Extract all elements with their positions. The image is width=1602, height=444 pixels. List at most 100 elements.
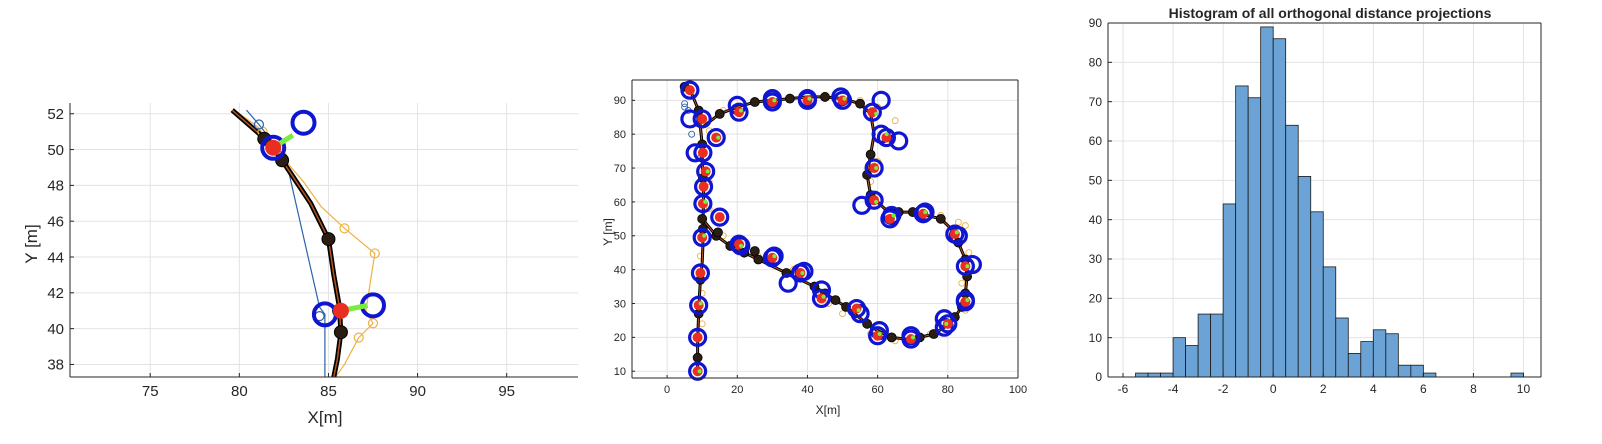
blue-circle <box>706 127 726 148</box>
green-point <box>965 264 970 269</box>
x-tick-label: -2 <box>1218 382 1229 396</box>
histogram-bar <box>1222 203 1237 378</box>
orange-marker <box>958 279 966 287</box>
x-tick-label: -6 <box>1118 382 1129 396</box>
black-marker <box>753 254 764 265</box>
blue-circle <box>290 109 317 136</box>
y-tick-label: 0 <box>1095 370 1102 384</box>
blue-circle <box>880 209 900 229</box>
green-point <box>807 96 812 101</box>
black-marker <box>820 92 830 102</box>
x-tick-label: 0 <box>664 384 670 396</box>
y-tick-label: 80 <box>614 129 626 141</box>
axes: -6 -4 -2 0 2 4 6 8 10 0 10 20 30 40 50 60 70 80 90 <box>1089 16 1542 396</box>
y-tick-label: 70 <box>1089 95 1103 109</box>
y-tick-label: 42 <box>47 285 64 302</box>
red-dot <box>734 107 745 118</box>
green-point <box>891 213 896 218</box>
blue-circle <box>934 317 954 337</box>
red-dot <box>802 95 813 106</box>
green-point <box>910 335 915 340</box>
green-point <box>821 294 826 299</box>
y-tick-label: 20 <box>1089 292 1103 306</box>
histogram-bar <box>1185 345 1199 378</box>
histogram-bar <box>1197 313 1212 378</box>
y-tick-label: 46 <box>47 213 64 230</box>
chart-title: Histogram of all orthogonal distance pro… <box>1169 5 1492 21</box>
y-tick-label: 10 <box>1089 331 1103 345</box>
blue-circle <box>692 227 712 248</box>
orange-marker <box>353 332 364 343</box>
chart-trajectory-zoom: 75 80 85 90 95 38 40 42 44 46 48 50 52 X[m] Y [m] <box>22 103 578 427</box>
blue-marker <box>681 100 689 108</box>
histogram-bar <box>1297 175 1312 378</box>
blue-circle <box>811 288 832 309</box>
red-dot <box>693 300 704 311</box>
green-point <box>739 108 744 113</box>
red-dot <box>872 330 883 341</box>
green-point <box>698 301 703 306</box>
histogram-bar <box>1397 364 1412 378</box>
x-tick-label: 0 <box>1270 382 1277 396</box>
histogram-bar <box>1322 266 1337 378</box>
plot-data <box>230 108 387 377</box>
orange-marker <box>839 310 846 318</box>
y-tick-label: 38 <box>47 357 64 374</box>
red-dot <box>881 132 892 143</box>
blue-circle <box>762 92 782 112</box>
black-marker <box>697 213 708 224</box>
black-marker <box>830 295 841 306</box>
green-point <box>697 369 702 374</box>
y-tick-label: 20 <box>614 332 626 344</box>
orange-marker <box>367 318 379 329</box>
histogram-bar <box>1210 313 1224 378</box>
red-dot <box>332 302 349 319</box>
histogram-bar <box>1247 97 1262 378</box>
y-tick-label: 52 <box>47 106 64 123</box>
y-tick-label: 50 <box>1089 174 1103 188</box>
histogram-bar <box>1372 329 1387 378</box>
black-marker <box>714 108 725 119</box>
black-marker <box>785 93 795 104</box>
red-dot <box>960 296 971 307</box>
green-point <box>954 230 959 235</box>
black-marker <box>855 98 865 109</box>
blue-circle <box>696 161 716 182</box>
histogram-bar <box>1360 341 1374 378</box>
blue-circle <box>260 134 287 161</box>
y-axis-label: Y [m] <box>22 224 41 263</box>
blue-circle <box>864 158 884 178</box>
x-tick-label: 8 <box>1470 382 1477 396</box>
x-tick-label: 90 <box>409 383 426 400</box>
y-tick-label: 50 <box>47 142 64 159</box>
y-tick-label: 70 <box>614 163 626 175</box>
blue-circle <box>955 292 975 312</box>
red-dot <box>697 147 708 158</box>
histogram-bar <box>1160 372 1174 378</box>
y-tick-label: 60 <box>614 197 626 209</box>
red-dot <box>697 198 708 209</box>
x-tick-label: 6 <box>1420 382 1427 396</box>
y-tick-label: 90 <box>614 95 626 107</box>
blue-circle <box>762 248 782 268</box>
green-point <box>800 271 805 276</box>
red-dot <box>851 303 862 314</box>
green-point <box>703 199 708 204</box>
red-dot <box>698 181 709 192</box>
green-point <box>739 243 744 248</box>
x-tick-label: 20 <box>731 384 743 396</box>
y-tick-label: 40 <box>614 264 626 276</box>
black-marker <box>865 149 876 160</box>
x-tick-label: -4 <box>1168 382 1179 396</box>
red-dot <box>697 232 708 243</box>
orange-marker <box>369 248 380 259</box>
blue-circle <box>710 207 730 227</box>
y-tick-label: 48 <box>47 178 64 195</box>
axes: 75 80 85 90 95 38 40 42 44 46 48 50 52 <box>47 103 578 400</box>
blue-circle <box>692 109 712 129</box>
red-dot <box>695 268 706 279</box>
y-tick-label: 40 <box>1089 213 1103 227</box>
histogram-bar <box>1335 317 1349 378</box>
black-marker <box>749 97 760 107</box>
